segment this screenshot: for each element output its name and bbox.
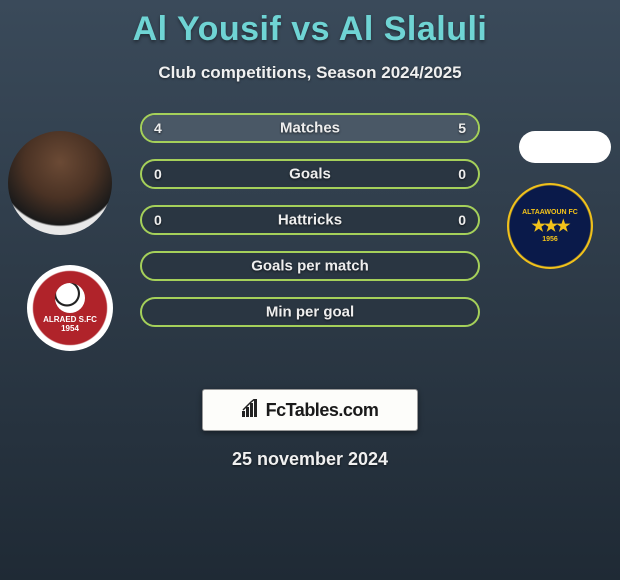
brand-box[interactable]: FcTables.com: [202, 389, 418, 431]
stars-icon: ★★★: [531, 216, 568, 236]
comparison-area: ALRAED S.FC 1954 ALTAAWOUN FC ★★★ 1956 4…: [0, 113, 620, 373]
alraed-emblem: ALRAED S.FC 1954: [27, 265, 113, 351]
player2-club-badge: ALTAAWOUN FC ★★★ 1956: [507, 183, 593, 269]
stat-label: Hattricks: [142, 212, 478, 229]
stat-bars: 45Matches 00Goals 00Hattricks Goals per mat…: [140, 113, 480, 327]
stat-label: Matches: [142, 120, 478, 137]
stat-label: Goals per match: [142, 258, 478, 275]
player2-photo: [519, 131, 611, 163]
stat-row: Goals per match: [140, 251, 480, 281]
altaawoun-emblem: ALTAAWOUN FC ★★★ 1956: [507, 183, 593, 269]
player1-photo: [8, 131, 112, 235]
player1-club-badge: ALRAED S.FC 1954: [27, 265, 113, 351]
chart-icon: [242, 399, 262, 422]
brand-text: FcTables.com: [266, 400, 379, 421]
stat-label: Goals: [142, 166, 478, 183]
stat-label: Min per goal: [142, 304, 478, 321]
player1-club-label: ALRAED S.FC: [43, 315, 97, 324]
player2-club-year: 1956: [542, 236, 558, 243]
page-subtitle: Club competitions, Season 2024/2025: [0, 63, 620, 83]
stat-row: 00Goals: [140, 159, 480, 189]
page-title: Al Yousif vs Al Slaluli: [0, 0, 620, 49]
player1-club-year: 1954: [61, 324, 79, 333]
stat-row: 45Matches: [140, 113, 480, 143]
stat-row: Min per goal: [140, 297, 480, 327]
date-label: 25 november 2024: [0, 449, 620, 470]
soccer-ball-icon: [55, 283, 85, 313]
stat-row: 00Hattricks: [140, 205, 480, 235]
player2-club-label: ALTAAWOUN FC: [522, 209, 578, 216]
